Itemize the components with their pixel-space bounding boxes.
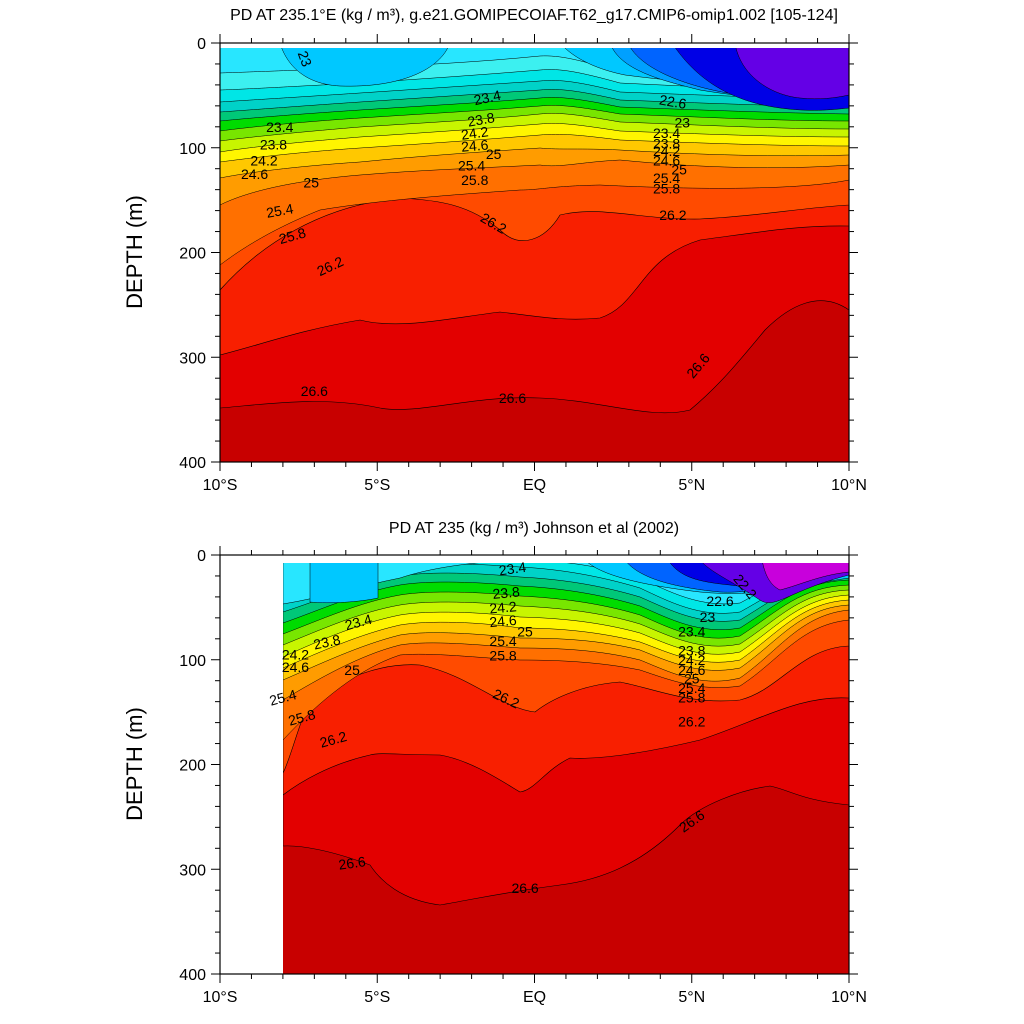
contour-label: 24.6 xyxy=(489,612,518,630)
y-tick-label: 200 xyxy=(179,246,206,263)
contour-label: 24.2 xyxy=(282,647,309,663)
contour-label: 22.6 xyxy=(706,593,733,609)
band-sky-1 xyxy=(279,43,451,87)
contour-label: 23.4 xyxy=(498,559,527,579)
contour-label: 23 xyxy=(700,609,716,625)
contour-label: 24.6 xyxy=(460,136,489,154)
y-tick-labels: 0 100 200 300 400 xyxy=(179,36,206,472)
y-tick-label: 100 xyxy=(179,653,206,670)
contour-label: 23.4 xyxy=(266,119,293,135)
y-tick-label: 400 xyxy=(179,455,206,472)
contour-label: 25.4 xyxy=(678,680,705,696)
contour-label: 23.8 xyxy=(678,642,705,658)
y-tick-label: 100 xyxy=(179,141,206,158)
contour-label: 25 xyxy=(486,146,502,162)
y-tick-label: 0 xyxy=(197,36,206,53)
contour-label: 25 xyxy=(344,662,360,678)
y-tick-label: 300 xyxy=(179,862,206,879)
contour-label: 22.6 xyxy=(658,91,688,112)
x-tick-label: 5°N xyxy=(678,989,705,1006)
contour-label: 25.8 xyxy=(287,706,318,729)
panel-title: PD AT 235 (kg / m³) Johnson et al (2002) xyxy=(389,520,679,537)
axis-ticks xyxy=(211,546,858,983)
top-gap xyxy=(220,43,849,48)
contour-fill xyxy=(220,43,849,462)
panel-title: PD AT 235.1°E (kg / m³), g.e21.GOMIPECOI… xyxy=(230,7,838,24)
contour-label: 25.8 xyxy=(461,172,488,188)
x-tick-label: 5°N xyxy=(678,477,705,494)
axis-ticks xyxy=(211,34,858,471)
contour-label: 26.6 xyxy=(499,390,526,406)
contour-label: 25.4 xyxy=(265,200,295,221)
y-tick-label: 200 xyxy=(179,758,206,775)
contour-label: 23.4 xyxy=(472,87,502,108)
contour-label: 24.2 xyxy=(460,123,489,143)
contour-label: 25.4 xyxy=(458,158,485,174)
contour-label: 25.8 xyxy=(678,689,705,705)
contour-label: 26.2 xyxy=(678,714,705,730)
contour-label: 25.4 xyxy=(489,633,516,649)
x-tick-label: EQ xyxy=(523,477,546,494)
contour-label: 26.2 xyxy=(659,207,686,223)
contour-label: 25 xyxy=(517,623,533,639)
y-axis-label: DEPTH (m) xyxy=(122,195,147,309)
band-violet xyxy=(734,43,849,100)
x-tick-labels: 10°S 5°S EQ 5°N 10°N xyxy=(203,989,867,1006)
x-tick-label: EQ xyxy=(523,989,546,1006)
contour-label: 24.2 xyxy=(250,152,277,168)
contour-label: 23.8 xyxy=(492,584,521,602)
contour-label: 25.8 xyxy=(489,648,516,664)
y-tick-labels: 0 100 200 300 400 xyxy=(179,548,206,984)
x-tick-label: 5°S xyxy=(364,477,390,494)
contour-label: 25 xyxy=(684,671,700,687)
x-tick-label: 10°N xyxy=(831,989,867,1006)
contour-label: 26.6 xyxy=(301,383,328,399)
panel-model: PD AT 235.1°E (kg / m³), g.e21.GOMIPECOI… xyxy=(122,7,867,494)
contour-label: 24.6 xyxy=(241,166,268,182)
band-sky-1 xyxy=(309,560,379,604)
x-tick-label: 10°S xyxy=(203,477,238,494)
contour-label: 24.6 xyxy=(653,152,680,168)
contour-label: 24.2 xyxy=(653,143,680,159)
y-tick-label: 0 xyxy=(197,548,206,565)
contour-label: 26.6 xyxy=(337,853,366,873)
contour-label: 25 xyxy=(671,162,687,178)
contour-label: 24.2 xyxy=(678,652,705,668)
contour-label: 23 xyxy=(675,115,691,131)
contour-label: 23 xyxy=(295,49,315,69)
x-tick-label: 10°S xyxy=(203,989,238,1006)
contour-label: 23.4 xyxy=(343,611,374,634)
contour-label: 25.4 xyxy=(268,686,299,709)
contour-label: 23.8 xyxy=(312,631,342,652)
contour-label: 25.8 xyxy=(277,224,308,247)
x-tick-labels: 10°S 5°S EQ 5°N 10°N xyxy=(203,477,867,494)
contour-label: 25.8 xyxy=(653,181,680,197)
panel-observation: PD AT 235 (kg / m³) Johnson et al (2002) xyxy=(122,520,867,1006)
y-tick-label: 300 xyxy=(179,350,206,367)
contour-label: 26.2 xyxy=(318,728,349,751)
contour-label: 25 xyxy=(303,174,319,190)
y-axis-label: DEPTH (m) xyxy=(122,707,147,821)
contour-label: 23.4 xyxy=(653,125,680,141)
contour-label: 24.6 xyxy=(678,662,705,678)
band-magenta xyxy=(761,560,849,591)
top-gap xyxy=(283,560,849,563)
contour-label: 23.4 xyxy=(678,623,705,639)
contour-label: 23.8 xyxy=(260,137,287,153)
contour-label: 25.4 xyxy=(653,170,680,186)
contour-fill xyxy=(283,560,849,974)
y-tick-label: 400 xyxy=(179,967,206,984)
contour-label: 24.2 xyxy=(489,598,518,616)
x-tick-label: 10°N xyxy=(831,477,867,494)
x-tick-label: 5°S xyxy=(364,989,390,1006)
contour-label: 23.8 xyxy=(466,109,496,130)
contour-label: 26.6 xyxy=(511,880,538,896)
contour-label: 23.8 xyxy=(653,136,680,152)
contour-label: 24.6 xyxy=(282,659,309,675)
